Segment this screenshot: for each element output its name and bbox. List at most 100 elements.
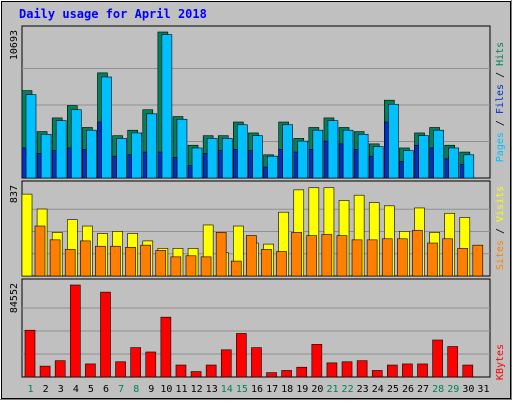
- x-tick-label: 27: [417, 384, 429, 395]
- bar-pages-day-21: [323, 140, 329, 179]
- panel-visits-sites: 837: [9, 180, 491, 277]
- bar-pages-day-9: [142, 151, 148, 179]
- bar-pages-day-29: [444, 158, 450, 179]
- bar-pages-day-8: [127, 154, 132, 179]
- bar-pages-day-7: [112, 155, 117, 179]
- x-tick-label: 4: [73, 384, 79, 395]
- x-tick-label: 5: [88, 384, 94, 395]
- x-tick-label: 23: [357, 384, 369, 395]
- x-tick-label: 28: [432, 384, 444, 395]
- bar-files-day-30: [463, 154, 475, 179]
- bar-sites-day-16: [261, 249, 272, 277]
- bar-pages-day-28: [429, 147, 434, 179]
- side-label-part: Files: [495, 84, 506, 114]
- bar-kbytes-day-19: [296, 366, 308, 378]
- bar-kbytes-day-28: [432, 339, 443, 378]
- side-label-part: /: [495, 114, 506, 132]
- side-label-part: /: [495, 222, 506, 240]
- bar-files-day-23: [357, 134, 369, 179]
- panel-max-label: 10693: [9, 30, 20, 60]
- x-tick-label: 16: [251, 384, 263, 395]
- x-tick-label: 11: [175, 384, 187, 395]
- bar-kbytes-day-25: [387, 364, 398, 378]
- bar-pages-day-10: [157, 151, 163, 179]
- bar-pages-day-11: [172, 157, 178, 179]
- bar-files-day-14: [221, 138, 233, 179]
- bar-pages-day-27: [414, 144, 419, 179]
- panel-kbytes: 84552: [9, 278, 491, 378]
- side-label-part: Pages: [495, 132, 506, 162]
- bar-sites-day-29: [457, 248, 469, 277]
- x-tick-label: 22: [342, 384, 354, 395]
- panel-hits-files-pages: 10693: [9, 25, 491, 179]
- bar-kbytes-day-11: [175, 364, 187, 378]
- bar-pages-day-25: [384, 121, 389, 179]
- bar-sites-day-20: [321, 234, 333, 277]
- bar-pages-day-30: [459, 164, 465, 179]
- bar-sites-day-1: [34, 225, 46, 277]
- bar-files-day-22: [342, 129, 354, 179]
- bar-kbytes-day-26: [402, 363, 413, 378]
- bar-files-day-13: [206, 138, 218, 179]
- bar-kbytes-day-23: [356, 360, 368, 378]
- bar-files-day-15: [237, 124, 248, 179]
- side-label-part: /: [495, 66, 506, 84]
- x-tick-label: 14: [221, 384, 233, 395]
- bar-sites-day-9: [155, 250, 167, 277]
- x-tick-label: 13: [206, 384, 218, 395]
- x-tick-label: 8: [133, 384, 139, 395]
- bar-pages-day-1: [21, 147, 27, 179]
- x-tick-label: 19: [296, 384, 308, 395]
- bar-files-day-6: [101, 76, 112, 179]
- bar-pages-day-18: [278, 149, 283, 179]
- bar-sites-day-14: [230, 260, 242, 277]
- x-tick-label: 24: [372, 384, 384, 395]
- bar-visits-day-1: [21, 193, 33, 277]
- bar-pages-day-3: [51, 150, 57, 179]
- panel-max-label: 837: [9, 185, 20, 203]
- bar-sites-day-12: [200, 256, 212, 277]
- bar-files-day-11: [176, 118, 188, 179]
- bar-files-day-24: [372, 146, 384, 179]
- side-label-kbytes: KBytes: [495, 344, 506, 380]
- bar-files-day-12: [191, 147, 203, 179]
- bar-sites-day-10: [170, 256, 182, 277]
- bar-pages-day-23: [353, 149, 359, 179]
- bar-kbytes-day-16: [251, 347, 262, 378]
- bar-sites-day-2: [49, 239, 61, 277]
- x-tick-label: 2: [43, 384, 49, 395]
- bar-sites-day-23: [366, 239, 378, 277]
- x-tick-label: 3: [58, 384, 64, 395]
- bar-kbytes-day-3: [54, 360, 66, 378]
- side-label-visits-sites: Sites / Visits: [495, 186, 506, 270]
- bar-kbytes-day-17: [266, 372, 277, 378]
- bar-pages-day-12: [187, 165, 193, 179]
- side-label-part: Sites: [495, 240, 506, 270]
- bar-pages-day-26: [399, 161, 404, 179]
- bar-kbytes-day-14: [220, 349, 232, 378]
- bar-files-day-19: [297, 140, 309, 179]
- bar-pages-day-2: [36, 153, 42, 179]
- bar-kbytes-day-13: [205, 364, 217, 378]
- bar-sites-day-19: [306, 235, 318, 277]
- bar-sites-day-17: [276, 251, 287, 277]
- bar-files-day-4: [70, 109, 82, 179]
- bar-pages-day-19: [293, 151, 299, 179]
- x-tick-label: 31: [477, 384, 489, 395]
- bar-sites-day-4: [79, 240, 91, 277]
- bar-kbytes-day-12: [190, 371, 202, 378]
- side-label-hits-files-pages: Pages / Files / Hits: [495, 42, 506, 162]
- bar-sites-day-6: [110, 245, 121, 277]
- bar-kbytes-day-24: [371, 370, 383, 378]
- x-tick-label: 30: [462, 384, 474, 395]
- bar-kbytes-day-4: [69, 284, 81, 378]
- bar-kbytes-day-18: [281, 370, 292, 378]
- bar-files-day-26: [403, 150, 414, 179]
- bar-files-day-21: [327, 120, 339, 179]
- bar-kbytes-day-2: [39, 365, 51, 378]
- frame-outline: [1, 1, 511, 399]
- bar-files-day-25: [388, 103, 399, 179]
- bar-kbytes-day-1: [24, 329, 36, 378]
